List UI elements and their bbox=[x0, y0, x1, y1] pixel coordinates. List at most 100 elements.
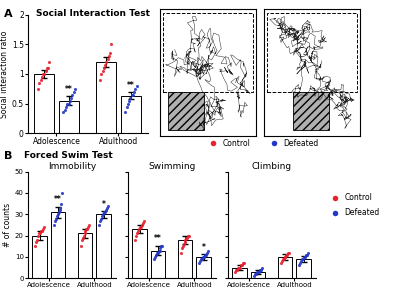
Bar bbox=[151, 250, 165, 278]
Point bbox=[46, 60, 53, 65]
Point bbox=[122, 110, 129, 115]
Point bbox=[136, 227, 142, 231]
Text: *: * bbox=[102, 200, 106, 209]
Point bbox=[35, 86, 41, 91]
Point bbox=[97, 218, 104, 223]
Title: Swimming: Swimming bbox=[148, 162, 196, 171]
Point bbox=[99, 214, 106, 219]
Point bbox=[56, 210, 62, 215]
Legend: Control, Defeated: Control, Defeated bbox=[202, 136, 322, 151]
Point bbox=[180, 242, 187, 247]
Title: Climbing: Climbing bbox=[252, 162, 292, 171]
Point bbox=[34, 237, 40, 242]
Point bbox=[45, 66, 51, 70]
Point bbox=[296, 263, 303, 268]
Bar bbox=[178, 240, 192, 278]
Bar bbox=[78, 234, 92, 278]
Point bbox=[83, 227, 90, 231]
Point bbox=[156, 248, 162, 253]
Point bbox=[234, 267, 240, 272]
Point bbox=[39, 75, 45, 79]
Point bbox=[40, 225, 47, 229]
Point bbox=[33, 240, 40, 244]
Point bbox=[154, 250, 160, 255]
Point bbox=[44, 66, 50, 70]
Point bbox=[58, 201, 64, 206]
Point bbox=[198, 257, 204, 261]
Point bbox=[127, 95, 134, 100]
Point bbox=[102, 210, 108, 215]
Point bbox=[204, 248, 211, 253]
Point bbox=[68, 95, 74, 100]
Bar bbox=[168, 92, 204, 130]
Point bbox=[97, 78, 103, 82]
Point bbox=[40, 227, 46, 231]
Point bbox=[106, 54, 112, 59]
Point bbox=[286, 250, 292, 255]
Point bbox=[35, 233, 41, 238]
Point bbox=[103, 60, 110, 65]
Text: Forced Swim Test: Forced Swim Test bbox=[24, 151, 113, 160]
Point bbox=[102, 63, 108, 67]
Bar bbox=[34, 74, 54, 133]
Point bbox=[124, 104, 130, 109]
Point bbox=[302, 255, 308, 259]
Point bbox=[238, 263, 244, 268]
Point bbox=[283, 252, 290, 257]
Point bbox=[140, 221, 146, 225]
Text: *: * bbox=[202, 243, 206, 252]
Point bbox=[233, 267, 240, 272]
Point bbox=[301, 255, 307, 259]
Point bbox=[52, 218, 58, 223]
Point bbox=[36, 81, 42, 85]
Point bbox=[304, 250, 311, 255]
Point bbox=[72, 86, 78, 91]
Point bbox=[85, 225, 92, 229]
Point bbox=[132, 237, 139, 242]
Point bbox=[281, 255, 288, 259]
Bar bbox=[121, 96, 141, 133]
Text: **: ** bbox=[65, 85, 73, 94]
Point bbox=[203, 252, 209, 257]
Point bbox=[54, 214, 60, 219]
Point bbox=[140, 218, 147, 223]
Point bbox=[251, 274, 257, 279]
Point bbox=[285, 250, 292, 255]
Point bbox=[56, 208, 63, 213]
Point bbox=[126, 98, 132, 103]
Point bbox=[125, 101, 131, 106]
Point bbox=[37, 231, 43, 236]
Point bbox=[240, 261, 247, 266]
Point bbox=[299, 257, 306, 261]
Bar bbox=[96, 214, 111, 278]
Point bbox=[204, 250, 210, 255]
Point bbox=[134, 83, 140, 88]
Point bbox=[252, 272, 258, 276]
Point bbox=[84, 227, 90, 231]
Point bbox=[256, 267, 263, 272]
Point bbox=[181, 240, 188, 244]
Point bbox=[259, 265, 266, 270]
Point bbox=[133, 233, 140, 238]
Bar bbox=[267, 13, 357, 92]
Point bbox=[137, 225, 143, 229]
Point bbox=[104, 57, 111, 62]
Point bbox=[240, 261, 246, 266]
Point bbox=[156, 248, 163, 253]
Point bbox=[38, 229, 44, 234]
Point bbox=[284, 252, 290, 257]
Point bbox=[128, 92, 135, 97]
Point bbox=[107, 51, 113, 56]
Point bbox=[151, 257, 157, 261]
Text: Social Interaction Test: Social Interaction Test bbox=[36, 9, 150, 18]
Bar bbox=[32, 236, 47, 278]
Point bbox=[180, 244, 186, 249]
Point bbox=[41, 72, 48, 76]
Point bbox=[159, 244, 166, 249]
Point bbox=[57, 205, 64, 210]
Point bbox=[100, 212, 106, 217]
Point bbox=[104, 205, 110, 210]
Point bbox=[42, 69, 49, 73]
Point bbox=[197, 259, 204, 263]
Point bbox=[138, 225, 144, 229]
